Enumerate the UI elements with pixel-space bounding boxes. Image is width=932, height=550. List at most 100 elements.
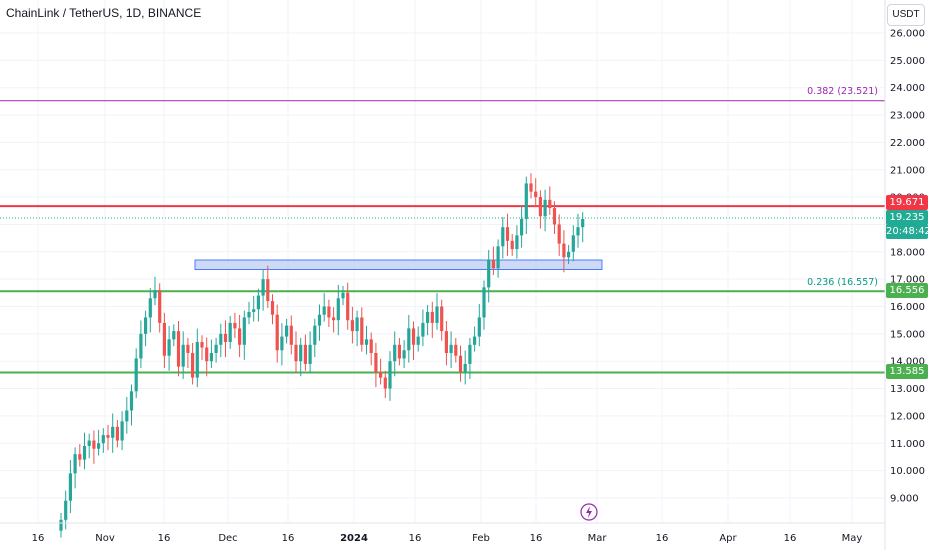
- candle-body: [548, 199, 552, 209]
- price-tick-label: 10.000: [890, 466, 925, 477]
- time-tick-label: 16: [282, 533, 295, 544]
- candle-body: [64, 500, 68, 520]
- candle-body: [129, 391, 134, 411]
- candle-body: [195, 342, 199, 378]
- currency-button[interactable]: USDT: [887, 4, 925, 26]
- candle-body: [205, 347, 209, 362]
- price-tick-label: 13.000: [890, 384, 925, 395]
- candle-body: [158, 290, 162, 323]
- chart-title: ChainLink / TetherUS, 1D, BINANCE: [6, 6, 202, 20]
- candle-body: [228, 322, 232, 343]
- candle-body: [125, 410, 129, 422]
- candle-body: [543, 199, 547, 217]
- candle-body: [285, 325, 289, 337]
- candle-body: [397, 344, 401, 359]
- time-tick-label: 16: [784, 533, 797, 544]
- price-tick-label: 25.000: [890, 56, 925, 67]
- candle-body: [491, 260, 495, 269]
- candle-body: [111, 426, 115, 438]
- candle-body: [238, 328, 242, 345]
- candle-body: [576, 227, 580, 236]
- time-tick-label: 2024: [340, 533, 368, 544]
- candle-body: [529, 183, 533, 192]
- time-tick-label: 16: [530, 533, 543, 544]
- candle-body: [355, 317, 359, 332]
- candle-body: [416, 336, 420, 345]
- price-tick-label: 23.000: [890, 111, 925, 122]
- time-tick-label: Feb: [472, 533, 490, 544]
- candle-body: [209, 352, 213, 362]
- candle-body: [468, 344, 472, 364]
- candle-body: [360, 317, 364, 345]
- time-tick-label: 16: [158, 533, 171, 544]
- candle-body: [115, 426, 119, 441]
- price-tick-label: 11.000: [890, 439, 925, 450]
- price-tick-label: 12.000: [890, 411, 925, 422]
- time-tick-label: Dec: [218, 533, 237, 544]
- candle-body: [303, 344, 307, 364]
- candle-body: [482, 287, 486, 318]
- time-tick-label: Mar: [588, 533, 608, 544]
- candle-body: [172, 331, 176, 340]
- supply-demand-zone: [194, 259, 603, 270]
- candles: [59, 173, 585, 538]
- candle-body: [534, 191, 538, 198]
- candle-body: [270, 301, 275, 315]
- candle-body: [388, 361, 392, 389]
- candle-body: [299, 344, 303, 362]
- candle-body: [449, 344, 453, 353]
- support-lower-badge: 13.585: [886, 364, 928, 379]
- candle-body: [520, 218, 524, 236]
- candle-body: [153, 290, 157, 299]
- candle-body: [261, 279, 265, 296]
- support-upper-badge: 16.556: [886, 283, 928, 298]
- candle-body: [308, 344, 312, 364]
- candle-body: [567, 251, 571, 258]
- candle-body: [350, 320, 354, 332]
- candle-body: [167, 339, 171, 356]
- candle-body: [176, 331, 181, 367]
- candle-body: [327, 306, 331, 318]
- fib-label-lower: 0.236 (16.557): [807, 277, 878, 288]
- time-axis: 16 Nov 16 Dec 16 2024 16 Feb 16 Mar 16 Apr 16 May: [32, 533, 863, 544]
- candle-body: [510, 240, 514, 250]
- candle-body: [473, 336, 477, 345]
- time-tick-label: Nov: [95, 533, 115, 544]
- candle-body: [369, 339, 373, 353]
- price-tick-label: 21.000: [890, 165, 925, 176]
- candle-body: [411, 328, 416, 345]
- candle-body: [383, 377, 387, 389]
- candle-body: [501, 227, 505, 247]
- time-tick-label: 16: [409, 533, 422, 544]
- fib-label-upper: 0.382 (23.521): [807, 86, 878, 97]
- candle-body: [496, 246, 500, 269]
- candle-body: [430, 311, 434, 323]
- candle-body: [242, 317, 246, 345]
- candle-body: [139, 333, 143, 359]
- candle-body: [233, 322, 237, 329]
- price-tick-label: 14.000: [890, 357, 925, 368]
- candle-body: [78, 454, 82, 460]
- candle-body: [191, 352, 195, 378]
- candle-body: [364, 339, 369, 345]
- candle-body: [458, 355, 463, 373]
- candle-body: [317, 314, 322, 326]
- candle-body: [505, 227, 510, 241]
- candle-body: [289, 325, 293, 345]
- candle-body: [266, 279, 270, 302]
- candle-body: [374, 352, 378, 373]
- candle-body: [162, 322, 166, 356]
- candle-body: [120, 421, 124, 441]
- candle-body: [562, 243, 566, 258]
- price-tick-label: 26.000: [890, 29, 925, 40]
- candle-body: [252, 309, 256, 312]
- candle-body: [256, 295, 260, 310]
- candle-body: [552, 208, 557, 225]
- candle-body: [407, 328, 411, 351]
- candle-body: [275, 314, 279, 351]
- candle-body: [101, 435, 105, 444]
- flash-icon[interactable]: [580, 503, 598, 521]
- candle-body: [440, 306, 444, 332]
- candle-body: [73, 454, 77, 474]
